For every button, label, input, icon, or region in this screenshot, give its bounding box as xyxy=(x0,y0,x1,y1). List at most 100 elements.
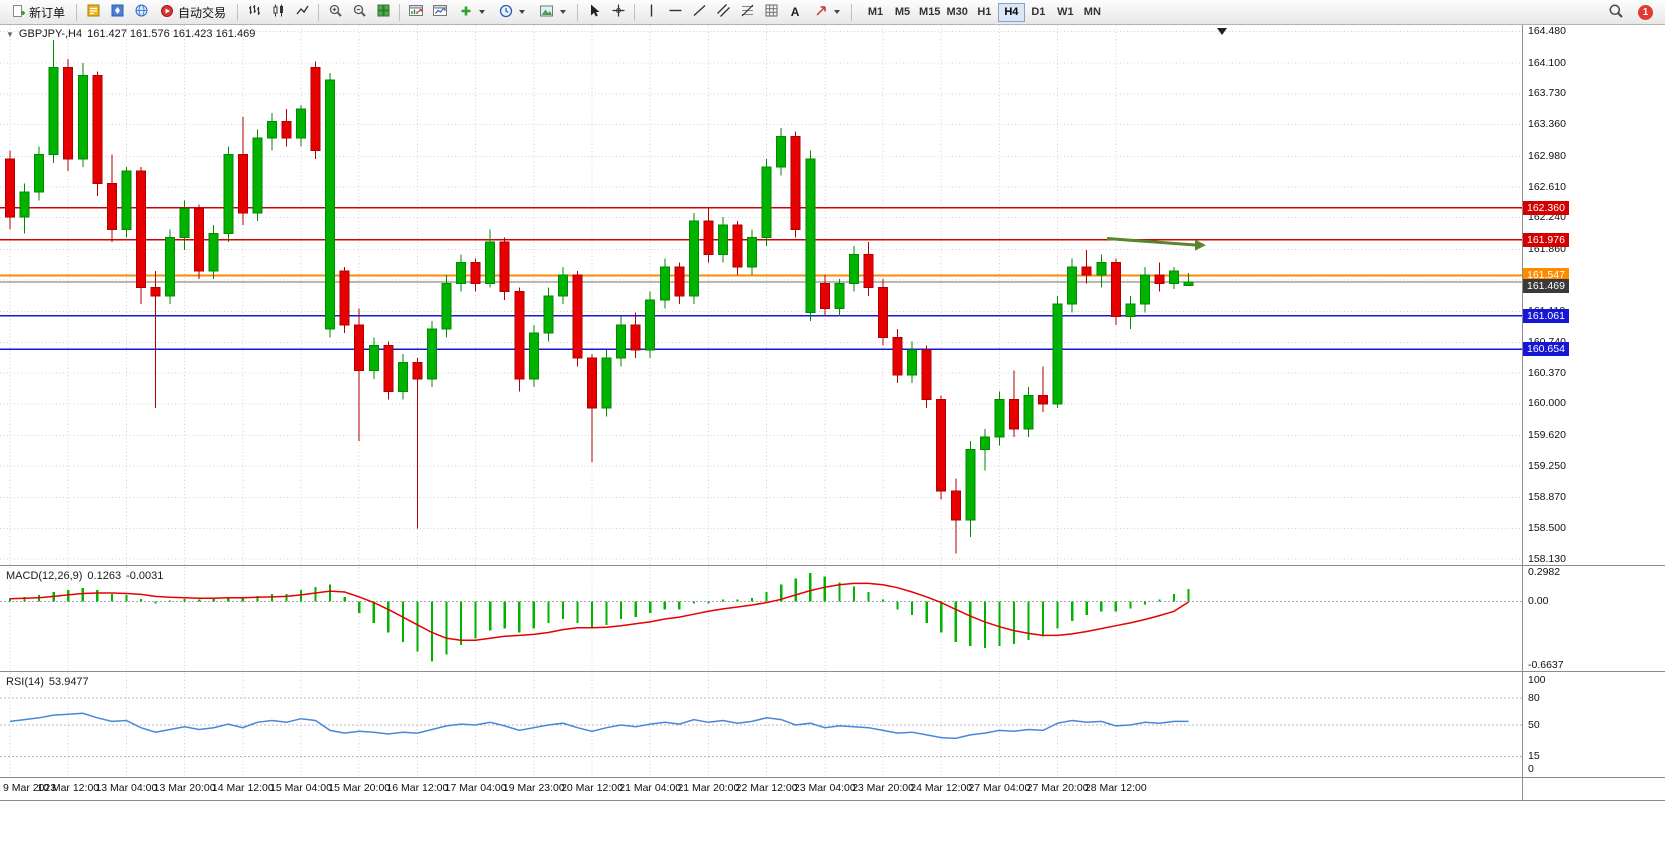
search-button[interactable] xyxy=(1604,2,1628,23)
grid-icon xyxy=(764,3,779,21)
time-axis-label: 13 Mar 20:00 xyxy=(153,782,216,794)
macd-pane[interactable] xyxy=(0,567,1522,671)
candlestick-chart-button[interactable] xyxy=(266,2,290,23)
time-axis-label: 28 Mar 12:00 xyxy=(1084,782,1147,794)
zoom-out-button[interactable] xyxy=(347,2,371,23)
timeframe-m15[interactable]: M15 xyxy=(916,3,943,22)
macd-header: MACD(12,26,9) 0.1263 -0.0031 xyxy=(6,570,163,582)
text-icon: A xyxy=(790,5,800,19)
zoom-in-button[interactable] xyxy=(323,2,347,23)
bar-chart-icon xyxy=(247,3,262,21)
channel-button[interactable] xyxy=(711,2,735,23)
chevron-down-icon xyxy=(479,10,486,14)
time-axis-label: 19 Mar 23:00 xyxy=(502,782,565,794)
search-icon xyxy=(1608,3,1624,22)
crosshair-icon xyxy=(611,3,626,21)
collapse-chart-icon[interactable]: ▼ xyxy=(6,29,14,39)
price-axis-label: 162.980 xyxy=(1528,149,1566,162)
tile-windows-button[interactable] xyxy=(371,2,395,23)
pane-divider xyxy=(0,800,1665,801)
cursor-button[interactable] xyxy=(582,2,606,23)
line-chart-button[interactable] xyxy=(290,2,314,23)
macd-axis-label: 0.00 xyxy=(1528,595,1549,608)
text-button[interactable]: A xyxy=(783,2,807,23)
crosshair-button[interactable] xyxy=(606,2,630,23)
template-icon xyxy=(539,4,554,21)
timeframe-h4[interactable]: H4 xyxy=(997,2,1025,22)
current-price-badge: 161.469 xyxy=(1523,278,1569,293)
horizontal-gridlines xyxy=(0,31,1522,560)
rsi-pane[interactable] xyxy=(0,673,1522,777)
market-watch-icon xyxy=(86,3,101,21)
timeframe-h1[interactable]: H1 xyxy=(971,3,998,22)
new-order-button[interactable]: 新订单 xyxy=(4,2,72,23)
price-axis[interactable]: 164.480 164.100 163.730 163.360 162.980 162.6… xyxy=(1522,25,1665,800)
main-chart-pane[interactable] xyxy=(0,25,1522,565)
timeframe-w1[interactable]: W1 xyxy=(1052,3,1079,22)
horizontal-level-lines xyxy=(0,207,1522,351)
autotrading-button[interactable]: 自动交易 xyxy=(153,2,233,23)
indicators-button[interactable] xyxy=(452,2,492,23)
vertical-line-button[interactable] xyxy=(639,2,663,23)
bar-chart-button[interactable] xyxy=(242,2,266,23)
separator xyxy=(399,3,401,21)
horizontal-line-button[interactable] xyxy=(663,2,687,23)
time-axis-label: 27 Mar 04:00 xyxy=(968,782,1031,794)
pane-divider[interactable] xyxy=(0,565,1665,566)
rsi-header: RSI(14) 53.9477 xyxy=(6,676,89,688)
time-axis-label: 16 Mar 12:00 xyxy=(386,782,449,794)
macd-main-value: 0.1263 xyxy=(87,570,122,582)
timeframe-mn[interactable]: MN xyxy=(1079,3,1106,22)
arrows-button[interactable] xyxy=(807,2,847,23)
navigator-button[interactable] xyxy=(105,2,129,23)
autotrading-label: 自动交易 xyxy=(178,5,227,20)
price-axis-label: 163.730 xyxy=(1528,87,1566,100)
separator xyxy=(577,3,579,21)
time-axis-label: 20 Mar 12:00 xyxy=(561,782,623,794)
candles xyxy=(5,39,1194,554)
notification-badge[interactable]: 1 xyxy=(1638,4,1653,20)
timeframe-m1[interactable]: M1 xyxy=(862,3,889,22)
zoom-in-icon xyxy=(328,3,343,21)
pane-divider[interactable] xyxy=(0,671,1665,672)
timeframe-m5[interactable]: M5 xyxy=(889,3,916,22)
arrows-icon xyxy=(814,4,828,21)
price-axis-label: 158.500 xyxy=(1528,521,1566,534)
pane-divider[interactable] xyxy=(0,777,1665,778)
separator xyxy=(851,3,853,21)
arrange-windows-button[interactable] xyxy=(404,2,428,23)
timeframe-d1[interactable]: D1 xyxy=(1025,3,1052,22)
price-axis-label: 163.360 xyxy=(1528,118,1566,131)
new-order-icon xyxy=(11,4,25,21)
timeframe-m30[interactable]: M30 xyxy=(943,3,970,22)
tile-windows-icon xyxy=(376,3,391,21)
price-line-badge: 161.061 xyxy=(1523,308,1569,323)
market-watch-button[interactable] xyxy=(81,2,105,23)
price-axis-label: 164.480 xyxy=(1528,25,1566,38)
macd-signal-value: -0.0031 xyxy=(126,570,164,582)
terminal-button[interactable] xyxy=(129,2,153,23)
trendline-button[interactable] xyxy=(687,2,711,23)
rsi-line xyxy=(9,712,1189,740)
time-axis-label: 13 Mar 04:00 xyxy=(95,782,158,794)
time-axis-label: 17 Mar 04:00 xyxy=(444,782,507,794)
macd-signal-line xyxy=(9,582,1189,641)
price-axis-label: 159.620 xyxy=(1528,428,1566,441)
chevron-down-icon xyxy=(519,10,526,14)
templates-button[interactable] xyxy=(532,2,573,23)
macd-axis-label: 0.2982 xyxy=(1528,566,1561,579)
arrow-annotation xyxy=(1106,237,1207,251)
rsi-value: 53.9477 xyxy=(48,676,89,688)
time-axis-label: 22 Mar 12:00 xyxy=(735,782,798,794)
macd-label: MACD(12,26,9) xyxy=(6,570,83,582)
time-axis-label: 9 Mar 2023 xyxy=(3,782,57,794)
chart-shift-button[interactable] xyxy=(428,2,452,23)
periods-button[interactable] xyxy=(492,2,532,23)
main-chart-header: ▼ GBPJPY-,H4 161.427 161.576 161.423 161… xyxy=(6,28,255,40)
toolbar-right: 1 xyxy=(1604,2,1661,23)
separator xyxy=(634,3,636,21)
price-axis-label: 164.100 xyxy=(1528,56,1566,69)
time-axis[interactable]: 9 Mar 2023 10 Mar 12:00 13 Mar 04:00 13 Mar… xyxy=(0,779,1522,799)
fibonacci-button[interactable] xyxy=(735,2,759,23)
grid-button[interactable] xyxy=(759,2,783,23)
